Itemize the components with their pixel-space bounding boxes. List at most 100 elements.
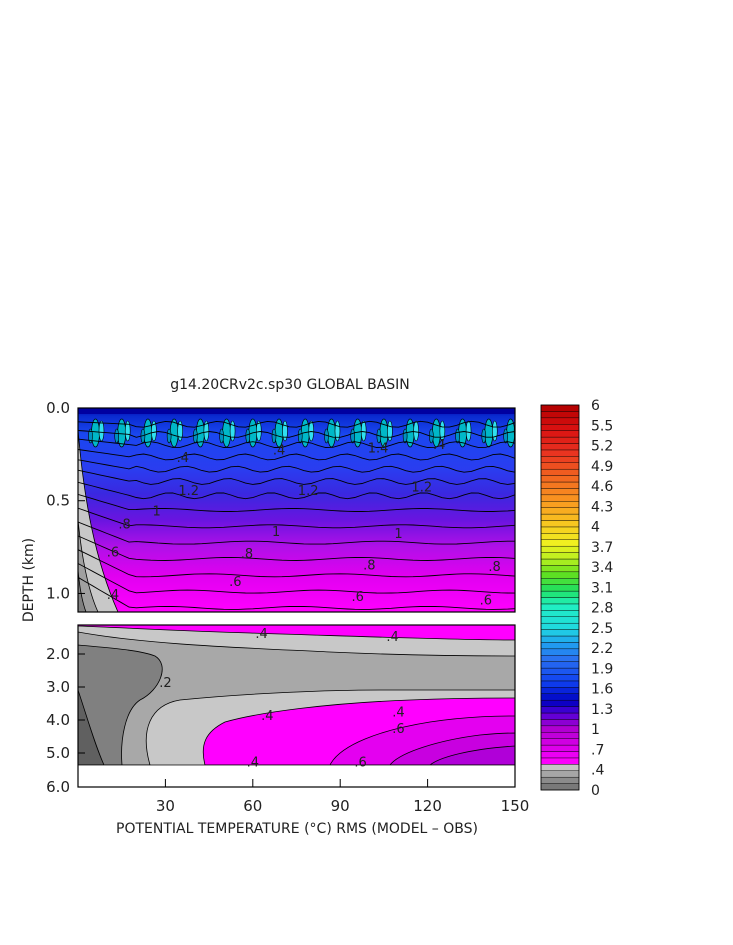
lower-panel: .4.4.2.4.4.6.4.6 — [77, 624, 516, 788]
colorbar-segment — [540, 622, 580, 630]
y-tick-label: 0.5 — [46, 492, 70, 510]
y-tick-label: 6.0 — [46, 778, 70, 796]
x-tick-label: 90 — [331, 797, 350, 815]
contour-label: .6 — [392, 722, 404, 737]
colorbar-segment — [540, 494, 580, 502]
contour-label: .4 — [255, 627, 267, 642]
colorbar-segment — [540, 738, 580, 746]
colorbar-label: 1 — [591, 722, 600, 738]
colorbar-label: 5.2 — [591, 439, 613, 455]
colorbar-label: 3.4 — [591, 560, 613, 576]
colorbar-segment — [540, 404, 580, 412]
contour-label: .6 — [107, 545, 119, 560]
colorbar-segment — [540, 732, 580, 739]
colorbar-segment — [540, 712, 580, 720]
colorbar-segment — [540, 616, 580, 624]
contour-label: 1.2 — [411, 480, 432, 495]
colorbar-segment — [540, 468, 580, 476]
colorbar-label: 3.1 — [591, 580, 613, 596]
y-axis-upper: 0.0 0.5 1.0 — [46, 399, 85, 602]
x-tick-label: 150 — [501, 797, 530, 815]
colorbar-segment — [540, 443, 580, 451]
colorbar-segment — [540, 558, 580, 566]
contour-label: .6 — [351, 590, 363, 605]
colorbar-label: 3.7 — [591, 540, 613, 556]
colorbar-segment — [540, 744, 580, 752]
x-tick-label: 30 — [156, 797, 175, 815]
colorbar-label: 1.9 — [591, 661, 613, 677]
x-axis-label: POTENTIAL TEMPERATURE (°C) RMS (MODEL – … — [116, 821, 478, 837]
contour-label: .6 — [354, 756, 366, 771]
x-tick-label: 120 — [413, 797, 442, 815]
contour-label: .4 — [273, 443, 285, 458]
colorbar-segment — [540, 552, 580, 560]
colorbar-segment — [540, 719, 580, 727]
colorbar-segment — [540, 526, 580, 534]
colorbar-label: 5.5 — [591, 418, 613, 434]
contour-label: .8 — [118, 518, 130, 533]
contour-label: 1.2 — [178, 484, 199, 499]
x-axis: 30 60 90 120 150 — [156, 779, 529, 815]
colorbar-segment — [540, 590, 580, 598]
colorbar-segment — [540, 488, 580, 496]
y-axis-lower: 2.0 3.0 4.0 5.0 6.0 — [46, 645, 85, 796]
colorbar-segment — [540, 507, 580, 515]
colorbar-segment — [540, 533, 580, 540]
colorbar-segment — [540, 571, 580, 579]
colorbar-label: 2.8 — [591, 601, 613, 617]
colorbar-segment — [540, 603, 580, 611]
colorbar-segment — [540, 661, 580, 669]
colorbar-segment — [540, 699, 580, 707]
contour-label: 1 — [272, 525, 280, 540]
contour-label: .6 — [480, 594, 492, 609]
colorbar-segment — [540, 655, 580, 662]
colorbar-segment — [540, 539, 580, 547]
contour-label: .2 — [159, 676, 171, 691]
contour-label: 1 — [394, 527, 402, 542]
colorbar-segment — [540, 545, 580, 553]
colorbar-segment — [540, 776, 580, 784]
colorbar-segment — [540, 725, 580, 733]
colorbar-segment — [540, 481, 580, 489]
contour-label: .4 — [433, 438, 445, 453]
contour-label: .4 — [177, 451, 189, 466]
contour-label: .4 — [392, 706, 404, 721]
colorbar-segment — [540, 642, 580, 650]
colorbar-label: 4.6 — [591, 479, 613, 495]
colorbar-label: 1.6 — [591, 682, 613, 698]
colorbar-label: 4.9 — [591, 459, 613, 475]
contour-label: 1.2 — [298, 484, 319, 499]
y-axis-label: DEPTH (km) — [21, 538, 37, 622]
colorbar-segment — [540, 648, 580, 656]
x-tick-label: 60 — [243, 797, 262, 815]
colorbar-label: 2.5 — [591, 621, 613, 637]
colorbar-segment — [540, 462, 580, 470]
colorbar-segment — [540, 597, 580, 605]
colorbar-segment — [540, 501, 580, 508]
contour-label: .8 — [488, 560, 500, 575]
colorbar: 6 5.5 5.2 4.9 4.6 4.3 4 3.7 3.4 3.1 2.8 2.5 2.2 1.9 1.… — [540, 398, 613, 799]
colorbar-segment — [540, 693, 580, 701]
colorbar-label: 0 — [591, 783, 600, 799]
chart-title: g14.20CRv2c.sp30 GLOBAL BASIN — [170, 377, 410, 393]
colorbar-label: 2.2 — [591, 641, 613, 657]
contour-label: 1.4 — [368, 442, 389, 457]
colorbar-segment — [540, 764, 580, 771]
y-tick-label: 4.0 — [46, 711, 70, 729]
contour-label: .8 — [363, 558, 375, 573]
contour-label: .4 — [107, 588, 119, 603]
colorbar-label: 6 — [591, 398, 600, 414]
colorbar-segment — [540, 430, 580, 438]
colorbar-segment — [540, 424, 580, 431]
colorbar-segment — [540, 436, 580, 444]
colorbar-segment — [540, 629, 580, 637]
colorbar-segment — [540, 520, 580, 528]
contour-label: .6 — [229, 575, 241, 590]
y-tick-label: 3.0 — [46, 678, 70, 696]
y-tick-label: 0.0 — [46, 399, 70, 417]
y-tick-label: 5.0 — [46, 744, 70, 762]
colorbar-segment — [540, 680, 580, 688]
colorbar-segment — [540, 751, 580, 759]
upper-panel: .4.4 1.4.41.2 1.2 1.211 1.8.6.8.8.8.6.6.6.4 — [77, 407, 516, 613]
